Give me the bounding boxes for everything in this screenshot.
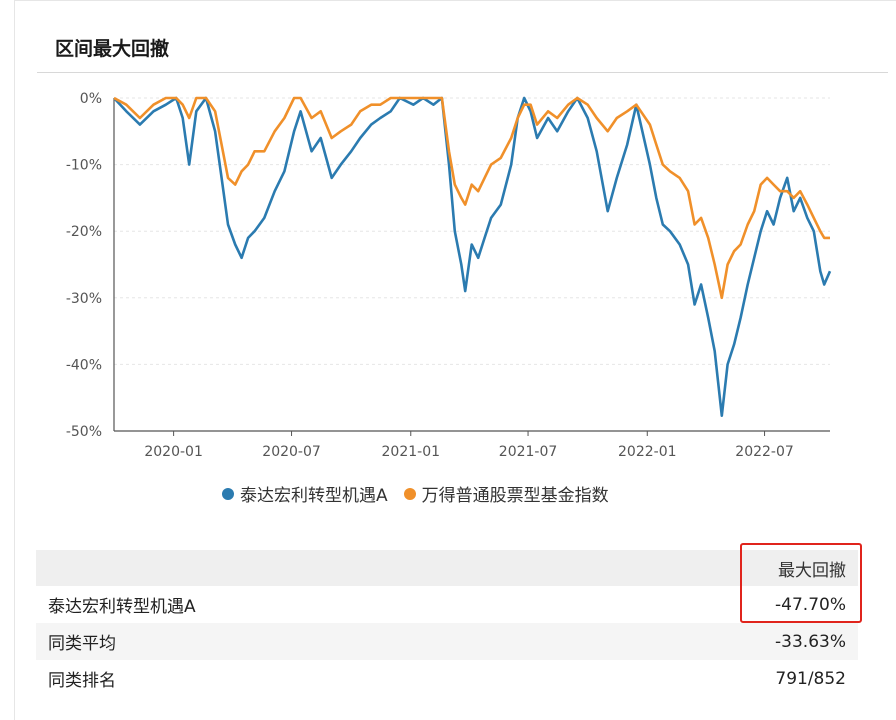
legend-dot-fund: [222, 487, 234, 500]
highlight-box: [740, 543, 862, 623]
row-value-fund: -47.70%: [775, 594, 846, 615]
drawdown-card: 区间最大回撤: [14, 0, 896, 720]
drawdown-chart: 0% -10% -20% -30% -40% -50% 2020-01 2020-07 2021…: [66, 91, 832, 460]
card-title: 区间最大回撤: [55, 38, 170, 60]
x-tick-label: 2022-07: [735, 444, 794, 460]
table-header-blank: [36, 550, 566, 586]
y-tick-label: -40%: [66, 357, 102, 373]
x-tick-label: 2020-01: [144, 444, 203, 460]
row-label-fund: 泰达宏利转型机遇A: [48, 597, 196, 617]
table-header-row: 最大回撤: [36, 550, 858, 586]
y-tick-label: 0%: [80, 91, 102, 107]
chart-legend: 泰达宏利转型机遇A 万得普通股票型基金指数: [222, 481, 609, 506]
title-divider: [37, 72, 888, 73]
y-tick-label: -20%: [66, 224, 102, 240]
x-tick-label: 2021-01: [382, 444, 441, 460]
y-tick-label: -30%: [66, 291, 102, 307]
x-tick-label: 2020-07: [262, 444, 321, 460]
row-value-category-average: -33.63%: [565, 623, 858, 660]
table-row: 同类排名 791/852: [36, 660, 858, 697]
table-row: 泰达宏利转型机遇A -47.70%: [36, 586, 858, 623]
x-tick-label: 2022-01: [618, 444, 677, 460]
y-tick-label: -50%: [66, 424, 102, 440]
y-tick-label: -10%: [66, 158, 102, 174]
legend-item-fund[interactable]: 泰达宏利转型机遇A: [222, 481, 388, 506]
legend-label-index: 万得普通股票型基金指数: [421, 486, 609, 506]
series-line-fund: [113, 96, 832, 417]
legend-item-index[interactable]: 万得普通股票型基金指数: [403, 481, 609, 506]
row-label-category-rank: 同类排名: [48, 671, 116, 691]
drawdown-table: 最大回撤 泰达宏利转型机遇A -47.70% 同类平均 -33.63% 同类排名…: [36, 550, 858, 697]
table-row: 同类平均 -33.63%: [36, 623, 858, 660]
legend-dot-index: [403, 487, 416, 500]
legend-label-fund: 泰达宏利转型机遇A: [240, 486, 388, 506]
x-tick-label: 2021-07: [499, 444, 558, 460]
row-label-category-average: 同类平均: [36, 623, 566, 660]
series-line-index: [113, 96, 830, 300]
table-header-max-drawdown: 最大回撤: [565, 550, 858, 586]
row-value-category-rank: 791/852: [775, 668, 846, 689]
